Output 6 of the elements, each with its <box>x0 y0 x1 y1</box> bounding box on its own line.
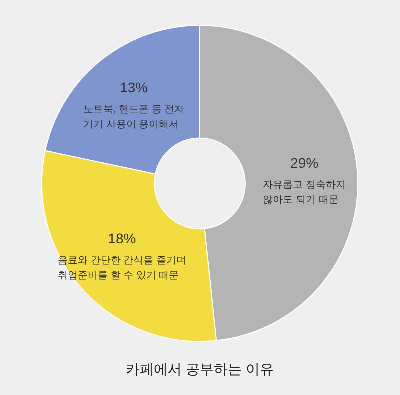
slice-label: 노트북, 핸드폰 등 전자 기기 사용이 용이해서 <box>84 104 185 130</box>
text: 카페에서 공부하는 이유 <box>126 361 274 377</box>
data-label: 13% <box>120 79 148 96</box>
data-label: 18% <box>108 230 136 247</box>
slice-label: 자유롭고 정숙하지 않아도 되기 때문 <box>263 180 346 206</box>
data-label: 29% <box>290 155 319 172</box>
